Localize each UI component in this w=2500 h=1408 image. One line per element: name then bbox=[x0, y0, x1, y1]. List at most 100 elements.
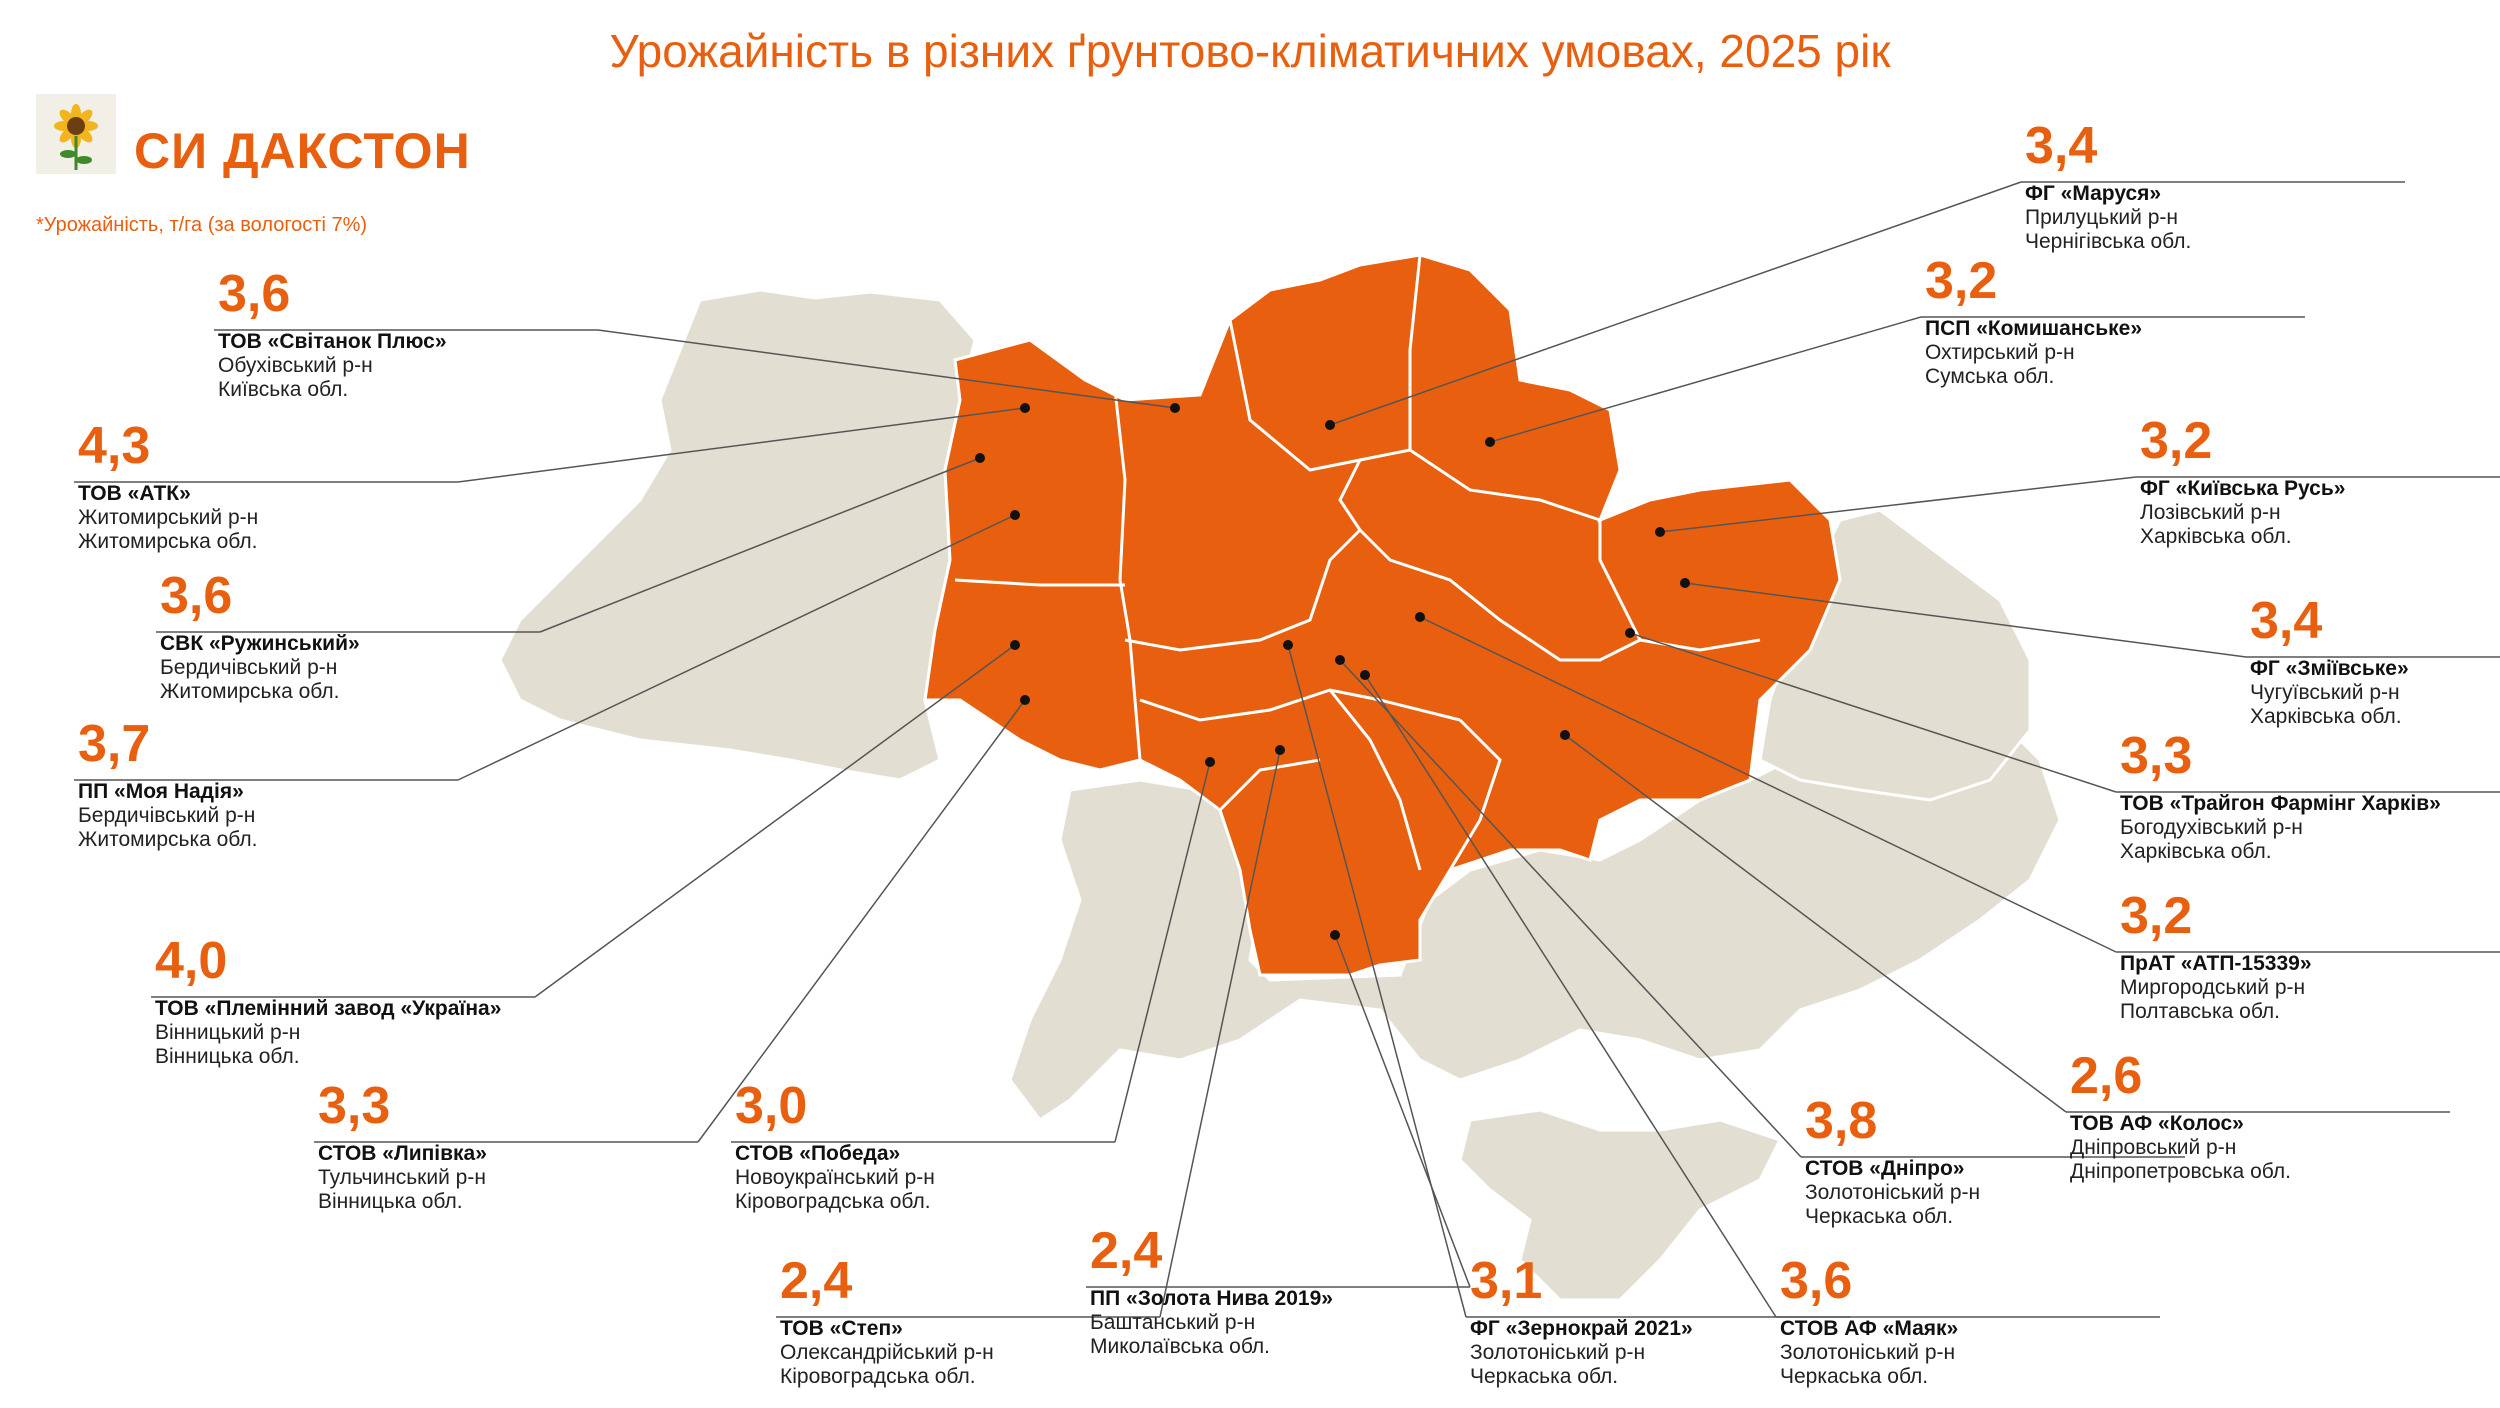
farm-region: Харківська обл. bbox=[2140, 525, 2292, 548]
yield-value: 3,3 bbox=[2120, 727, 2193, 785]
farm-label: 3,6 СВК «Ружинський» Бердичівський р-н Жито… bbox=[160, 570, 360, 704]
leader-line bbox=[1564, 734, 2067, 1113]
farm-district: Обухівський р-н bbox=[218, 354, 373, 377]
map-base-layer bbox=[498, 253, 2062, 1302]
leader-line bbox=[1684, 582, 2247, 658]
farm-label: 3,3 СТОВ «Липівка» Тульчинський р-н Вінниць… bbox=[318, 1080, 487, 1214]
farm-label: 3,3 ТОВ «Трайгон Фармінг Харків» Богодухів… bbox=[2120, 730, 2441, 864]
farm-district: Баштанський р-н bbox=[1090, 1311, 1256, 1334]
yield-value: 3,0 bbox=[735, 1077, 808, 1135]
farm-location-marker bbox=[1335, 655, 1345, 665]
farm-location-marker bbox=[1325, 420, 1335, 430]
farm-location-marker bbox=[1010, 510, 1020, 520]
leader-line bbox=[534, 644, 1016, 998]
leader-line bbox=[1489, 316, 1922, 443]
farm-location-marker bbox=[1170, 403, 1180, 413]
farm-region: Вінницька обл. bbox=[318, 1190, 463, 1213]
farm-name: ТОВ АФ «Колос» bbox=[2070, 1112, 2244, 1135]
farm-location-marker bbox=[1655, 527, 1665, 537]
farm-location-marker bbox=[1415, 612, 1425, 622]
footnote: *Урожайність, т/га (за вологості 7%) bbox=[36, 214, 368, 236]
farm-label: 3,8 СТОВ «Дніпро» Золотоніський р-н Черкась… bbox=[1805, 1095, 1980, 1229]
farm-region: Кіровоградська обл. bbox=[780, 1365, 976, 1388]
farm-location-marker bbox=[1020, 403, 1030, 413]
farm-name: ТОВ «Племінний завод «Україна» bbox=[155, 997, 502, 1020]
farm-location-marker bbox=[1680, 578, 1690, 588]
farm-name: СТОВ АФ «Маяк» bbox=[1780, 1317, 1959, 1340]
farm-name: СТОВ «Дніпро» bbox=[1805, 1157, 1965, 1180]
farm-label: 3,4 ФГ «Маруся» Прилуцький р-н Чернігівська… bbox=[2025, 120, 2191, 254]
farm-label: 4,0 ТОВ «Племінний завод «Україна» Вінниць… bbox=[155, 935, 501, 1069]
yield-value: 2,6 bbox=[2070, 1047, 2143, 1105]
oblast-borders bbox=[954, 254, 1761, 871]
farm-region: Житомирська обл. bbox=[78, 530, 258, 553]
leader-line bbox=[1339, 659, 1802, 1158]
farm-district: Лозівський р-н bbox=[2140, 501, 2281, 524]
farm-label: 4,3 ТОВ «АТК» Житомирський р-н Житомирська … bbox=[78, 420, 258, 554]
yield-value: 3,1 bbox=[1470, 1252, 1543, 1310]
farm-name: ФГ «Маруся» bbox=[2025, 182, 2162, 205]
brand-name: СИ ДАКСТОН bbox=[134, 123, 471, 179]
yield-value: 3,2 bbox=[1925, 252, 1998, 310]
farm-location-marker bbox=[1625, 628, 1635, 638]
farm-name: ТОВ «АТК» bbox=[78, 482, 191, 505]
leader-line bbox=[1159, 749, 1281, 1318]
farm-location-marker bbox=[1283, 640, 1293, 650]
farm-name: ПСП «Комишанське» bbox=[1925, 317, 2143, 340]
leader-line bbox=[1659, 476, 2137, 533]
yield-value: 3,2 bbox=[2140, 412, 2213, 470]
farm-district: Бердичівський р-н bbox=[160, 656, 338, 679]
farm-label: 3,4 ФГ «Зміївське» Чугуївський р-н Харківсь… bbox=[2250, 595, 2409, 729]
leader-line bbox=[1364, 674, 1777, 1318]
farm-region: Чернігівська обл. bbox=[2025, 230, 2192, 253]
farm-district: Житомирський р-н bbox=[78, 506, 259, 529]
farm-location-marker bbox=[1010, 640, 1020, 650]
farm-district: Золотоніський р-н bbox=[1805, 1181, 1981, 1204]
farm-label: 3,1 ФГ «Зернокрай 2021» Золотоніський р-н Ч… bbox=[1470, 1255, 1693, 1389]
farm-region: Сумська обл. bbox=[1925, 365, 2055, 388]
leader-line bbox=[457, 514, 1016, 781]
farm-region: Житомирська обл. bbox=[160, 680, 340, 703]
farm-name: ТОВ «Трайгон Фармінг Харків» bbox=[2120, 792, 2441, 815]
farm-region: Харківська обл. bbox=[2120, 840, 2272, 863]
farm-label: 3,7 ПП «Моя Надія» Бердичівський р-н Житоми… bbox=[78, 718, 257, 852]
farm-location-marker bbox=[1275, 745, 1285, 755]
farm-name: ФГ «Зміївське» bbox=[2250, 657, 2409, 680]
yield-value: 4,3 bbox=[78, 417, 151, 475]
farm-name: ФГ «Київська Русь» bbox=[2140, 477, 2346, 500]
farm-name: ПП «Золота Нива 2019» bbox=[1090, 1287, 1333, 1310]
leader-line bbox=[539, 457, 981, 633]
farm-label: 2,4 ТОВ «Степ» Олександрійський р-н Кіровог… bbox=[780, 1255, 994, 1389]
farm-region: Київська обл. bbox=[218, 378, 349, 401]
farm-location-marker bbox=[1330, 930, 1340, 940]
yield-value: 4,0 bbox=[155, 932, 228, 990]
leader-line bbox=[1419, 616, 2117, 953]
farm-name: СТОВ «Победа» bbox=[735, 1142, 901, 1165]
farm-name: ПрАТ «АТП-15339» bbox=[2120, 952, 2312, 975]
leader-line bbox=[1329, 181, 2022, 426]
leader-lines bbox=[74, 181, 2500, 1318]
farm-region: Житомирська обл. bbox=[78, 828, 258, 851]
farm-label: 3,0 СТОВ «Победа» Новоукраїнський р-н Кіров… bbox=[735, 1080, 935, 1214]
farm-label: 2,4 ПП «Золота Нива 2019» Баштанський р-н М… bbox=[1090, 1225, 1333, 1359]
farm-region: Дніпропетровська обл. bbox=[2070, 1160, 2291, 1183]
farm-district: Миргородський р-н bbox=[2120, 976, 2306, 999]
farm-district: Тульчинський р-н bbox=[318, 1166, 486, 1189]
yield-value: 2,4 bbox=[780, 1252, 853, 1310]
yield-value: 3,8 bbox=[1805, 1092, 1878, 1150]
leader-line bbox=[457, 407, 1026, 483]
leader-line bbox=[697, 699, 1026, 1143]
region-west bbox=[498, 288, 977, 782]
farm-district: Дніпровський р-н bbox=[2070, 1136, 2237, 1159]
farm-region: Полтавська обл. bbox=[2120, 1000, 2281, 1023]
farm-location-marker bbox=[1560, 730, 1570, 740]
region-highlighted bbox=[923, 253, 1842, 977]
farm-location-marker bbox=[1485, 437, 1495, 447]
yield-value: 3,6 bbox=[1780, 1252, 1853, 1310]
farm-label: 3,6 ТОВ «Світанок Плюс» Обухівський р-н Киї… bbox=[218, 268, 447, 402]
farm-district: Богодухівський р-н bbox=[2120, 816, 2303, 839]
farm-name: СТОВ «Липівка» bbox=[318, 1142, 487, 1165]
farm-district: Бердичівський р-н bbox=[78, 804, 256, 827]
